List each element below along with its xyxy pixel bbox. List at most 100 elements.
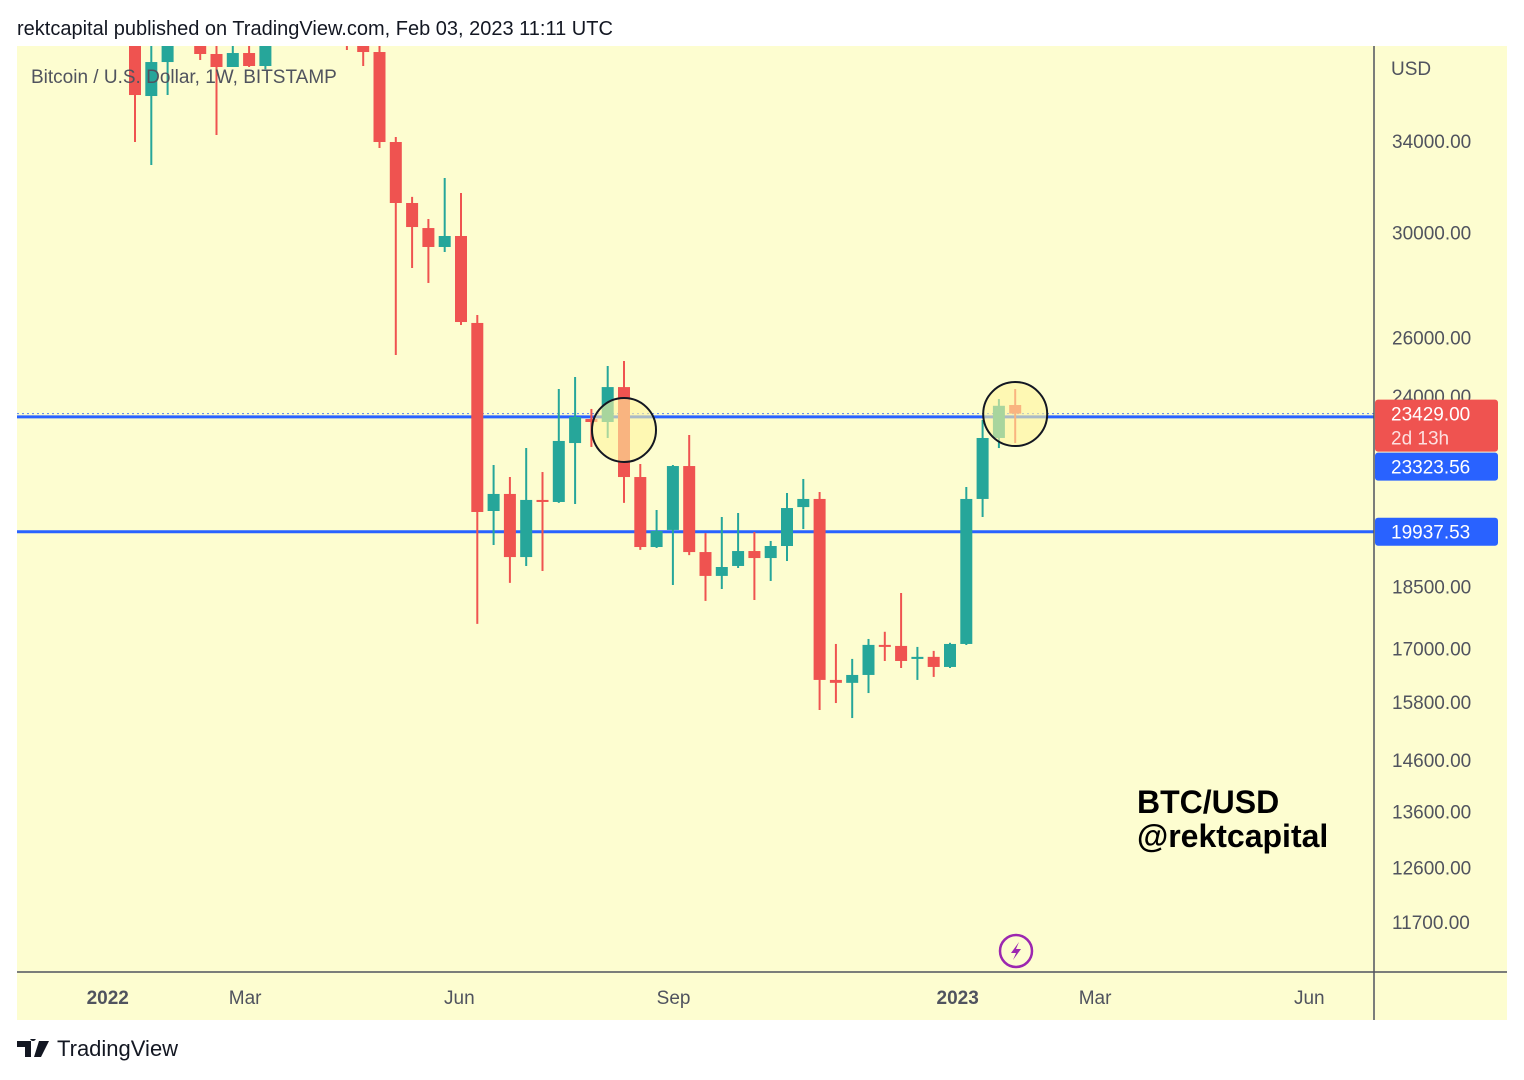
candle (243, 46, 256, 67)
candle-body (976, 437, 989, 499)
level-price-value: 23323.56 (1391, 458, 1470, 479)
candle-body (960, 498, 973, 644)
candle (503, 477, 516, 583)
candle-body (715, 567, 728, 576)
candle-body (862, 644, 875, 675)
candle-body (569, 416, 582, 444)
candle-body (243, 53, 256, 67)
candle-body (634, 477, 647, 548)
candle (764, 540, 777, 581)
price-tick-label: 30000.00 (1392, 224, 1471, 245)
candle (895, 592, 908, 669)
highlight-circle[interactable] (982, 381, 1049, 448)
candle-body (471, 322, 484, 512)
candle (683, 434, 696, 556)
candle (911, 646, 924, 680)
candle-body (210, 53, 223, 67)
candle-body (161, 46, 174, 63)
price-tick-label: 12600.00 (1392, 859, 1471, 880)
time-tick-label: Jun (1294, 988, 1325, 1009)
level-price-badge (1375, 452, 1498, 481)
candle (715, 517, 728, 589)
price-tick-label: 11700.00 (1392, 913, 1470, 934)
candle-body (487, 493, 500, 511)
candle-body (911, 656, 924, 659)
tradingview-brand: TradingView (57, 1036, 179, 1061)
candle (552, 389, 565, 503)
candle-body (357, 46, 370, 53)
candle (145, 46, 158, 166)
candle (389, 137, 402, 356)
last-price-badge (1375, 399, 1498, 452)
candle-body (455, 235, 467, 323)
candle-body (764, 546, 777, 559)
candle-body (341, 22, 353, 31)
candle-body (813, 498, 826, 680)
candle (569, 376, 582, 504)
level-price-badge (1375, 517, 1498, 546)
candle-body (373, 52, 386, 143)
candle (650, 509, 663, 548)
candle (471, 315, 484, 624)
candle (927, 650, 940, 677)
time-tick-label: Mar (1079, 988, 1112, 1009)
candle-body (129, 46, 141, 96)
time-tick-label: Mar (229, 988, 262, 1009)
flash-icon[interactable] (998, 933, 1034, 969)
candle (878, 631, 891, 661)
candle-body (732, 551, 745, 566)
candle (341, 22, 353, 51)
candle-body (503, 493, 516, 558)
candle-body (781, 508, 793, 547)
candle (862, 638, 875, 694)
tradingview-logo[interactable]: TradingView (17, 1036, 178, 1062)
candle (438, 178, 451, 253)
publish-info: rektcapital published on TradingView.com… (17, 18, 613, 40)
candle-body (829, 679, 842, 683)
currency-label: USD (1391, 59, 1431, 80)
candle (699, 533, 712, 601)
candle-body (878, 644, 891, 647)
candle-body (944, 643, 956, 667)
price-tick-label: 15800.00 (1392, 693, 1471, 714)
candle-body (895, 645, 908, 661)
candle-body (520, 499, 533, 558)
candle (520, 448, 533, 566)
highlight-circle[interactable] (591, 396, 657, 463)
candle (781, 493, 793, 562)
candle-body (194, 46, 207, 54)
candle (960, 487, 973, 645)
annotation-author: @rektcapital (1137, 818, 1328, 854)
price-tick-label: 34000.00 (1392, 132, 1471, 153)
candle (357, 46, 370, 67)
candle-body (406, 202, 419, 228)
candle-body (748, 551, 761, 559)
candle (829, 643, 842, 704)
candle (732, 512, 745, 569)
candle-body (226, 53, 239, 67)
candle (129, 46, 141, 143)
bar-countdown: 2d 13h (1391, 429, 1449, 450)
candle (161, 46, 174, 96)
candle-body (683, 466, 696, 553)
candle-body (797, 498, 810, 508)
annotation-pair: BTC/USD (1137, 784, 1279, 820)
candle (976, 419, 989, 518)
time-tick-label: 2022 (87, 988, 129, 1009)
candle (944, 642, 956, 669)
time-tick-label: 2023 (937, 988, 979, 1009)
level-price-value: 19937.53 (1391, 523, 1470, 544)
tradingview-logo-icon (17, 1039, 49, 1057)
last-price-value: 23429.00 (1391, 405, 1470, 426)
candle (748, 532, 761, 600)
candle (536, 472, 549, 571)
price-tick-label: 26000.00 (1392, 328, 1471, 349)
candle (666, 464, 679, 585)
candle (846, 658, 859, 719)
candle-body (552, 440, 565, 502)
candle (373, 46, 386, 149)
candle (487, 464, 500, 545)
candle (634, 463, 647, 550)
candle (797, 478, 810, 530)
